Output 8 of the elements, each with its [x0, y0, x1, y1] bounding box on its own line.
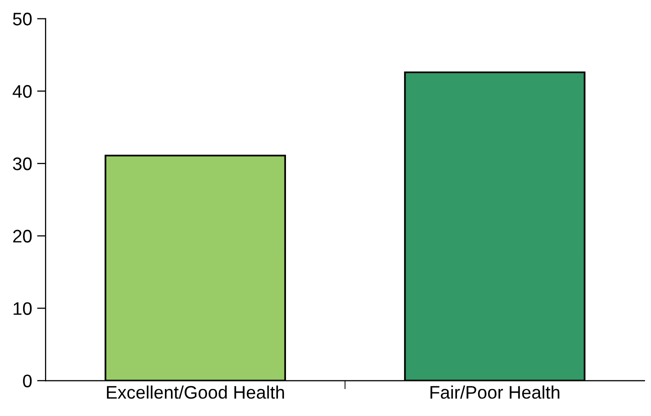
y-tick-label: 10	[14, 302, 32, 315]
y-tick-label: 50	[13, 12, 32, 26]
y-tick-label: 0	[23, 374, 32, 388]
y-tick-label: 20	[13, 230, 32, 243]
x-tick-label: Excellent/Good Health	[106, 386, 284, 399]
x-tick-label: Fair/Poor Health	[430, 386, 560, 399]
y-tick-label: 40	[12, 85, 32, 98]
y-tick-label: 30	[12, 157, 32, 170]
